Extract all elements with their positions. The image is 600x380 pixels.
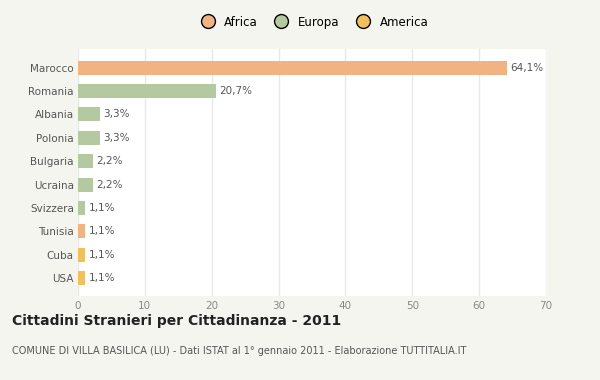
Bar [78, 108, 100, 122]
Bar [78, 131, 100, 145]
Bar [78, 154, 93, 168]
Bar [78, 224, 85, 238]
Text: 20,7%: 20,7% [220, 86, 253, 96]
Text: 3,3%: 3,3% [103, 133, 130, 143]
Text: Cittadini Stranieri per Cittadinanza - 2011: Cittadini Stranieri per Cittadinanza - 2… [12, 314, 341, 328]
Bar [78, 201, 85, 215]
Text: 2,2%: 2,2% [96, 156, 122, 166]
Text: 64,1%: 64,1% [510, 63, 543, 73]
Bar [78, 61, 506, 74]
Text: 1,1%: 1,1% [89, 273, 115, 283]
Text: COMUNE DI VILLA BASILICA (LU) - Dati ISTAT al 1° gennaio 2011 - Elaborazione TUT: COMUNE DI VILLA BASILICA (LU) - Dati IST… [12, 346, 466, 356]
Text: 1,1%: 1,1% [89, 226, 115, 236]
Legend: Africa, Europa, America: Africa, Europa, America [191, 11, 433, 33]
Text: 1,1%: 1,1% [89, 250, 115, 260]
Bar [78, 84, 217, 98]
Bar [78, 271, 85, 285]
Bar [78, 177, 93, 192]
Text: 1,1%: 1,1% [89, 203, 115, 213]
Bar [78, 248, 85, 262]
Text: 3,3%: 3,3% [103, 109, 130, 119]
Text: 2,2%: 2,2% [96, 180, 122, 190]
